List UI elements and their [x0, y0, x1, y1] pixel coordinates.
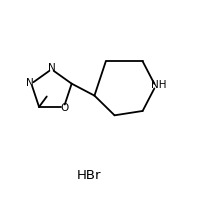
Text: NH: NH: [152, 80, 167, 89]
Text: HBr: HBr: [77, 169, 101, 182]
Text: O: O: [60, 103, 69, 113]
Text: N: N: [26, 78, 34, 88]
Text: N: N: [48, 63, 55, 73]
